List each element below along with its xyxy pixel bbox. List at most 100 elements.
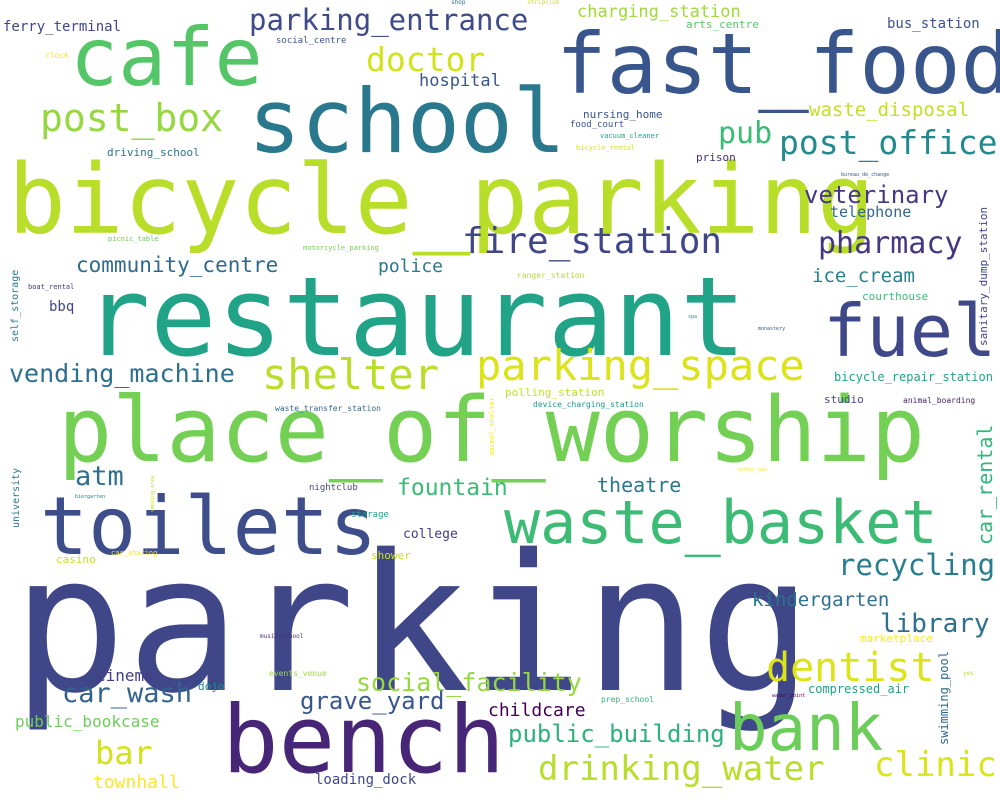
word-sanitary-dump-station: sanitary_dump_station: [977, 206, 990, 346]
word-telephone: telephone: [830, 203, 912, 221]
word-ferry-terminal: ferry_terminal: [3, 19, 122, 35]
word-car-sharing: car_sharing: [111, 549, 158, 557]
word-restaurant: restaurant: [84, 253, 747, 381]
word-shop: shop: [451, 0, 466, 6]
word-bureau-de-change: bureau_de_change: [841, 172, 890, 178]
word-school: school: [248, 70, 566, 173]
word-drinking-water: drinking_water: [538, 749, 825, 789]
word-clinic: clinic: [874, 745, 997, 785]
word-fast-food: fast_food: [556, 15, 1000, 113]
word-picnic-table: picnic_table: [108, 235, 159, 243]
word-vacuum-cleaner: vacuum_cleaner: [600, 132, 660, 140]
word-library: library: [880, 609, 990, 639]
word-townhall: townhall: [93, 772, 180, 793]
word-car-wash: car_wash: [62, 678, 193, 709]
word-pub: pub: [718, 116, 773, 151]
word-arts-centre: arts_centre: [686, 18, 759, 31]
word-driving-school: driving_school: [107, 146, 200, 159]
word-toilets: toilets: [40, 480, 378, 573]
word-events-venue: events_venue: [269, 669, 327, 678]
word-smoking-area: smoking_area: [150, 475, 156, 512]
word-polling-station: polling_station: [505, 386, 605, 399]
word-dentist: dentist: [766, 645, 935, 691]
word-police: police: [378, 256, 444, 277]
word-bank: bank: [729, 692, 884, 766]
word-prep-school: prep_school: [601, 695, 654, 704]
word-self-storage: self_storage: [10, 269, 21, 342]
word-fire-station: fire_station: [462, 221, 723, 262]
word-pharmacy: pharmacy: [818, 226, 963, 261]
word-nursing-home: nursing_home: [583, 108, 663, 121]
word-monastery: monastery: [758, 326, 786, 332]
word-college: college: [403, 527, 458, 542]
word-yes: yes: [963, 670, 974, 677]
word-shelter: shelter: [262, 350, 440, 399]
word-kindergarten: kindergarten: [752, 589, 890, 611]
word-casino: casino: [56, 553, 96, 566]
word-public-building: public_building: [508, 720, 725, 748]
word-vending-machine: vending_machine: [9, 359, 235, 388]
word-nightclub: nightclub: [309, 483, 358, 493]
word-bicycle-rental: bicycle_rental: [576, 144, 636, 152]
word-waste-transfer-station: waste_transfer_station: [275, 404, 381, 413]
word-boat-rental: boat_rental: [28, 283, 75, 291]
word-biergarten: biergarten: [75, 494, 106, 500]
word-social-centre: social_centre: [276, 36, 347, 46]
word-cafe: cafe: [70, 11, 263, 104]
word-university: university: [11, 467, 22, 528]
word-stripclub: stripclub: [527, 0, 560, 6]
word-water-point: water_point: [772, 693, 806, 699]
word-doctor: doctor: [366, 40, 486, 79]
word-car-rental: car_rental: [973, 424, 997, 545]
word-bus-station: bus_station: [887, 16, 980, 32]
word-post-office: post_office: [779, 123, 998, 162]
word-place-of-worship: place_of_worship: [58, 378, 925, 483]
word-parking: parking: [12, 514, 813, 735]
word-bench: bench: [222, 686, 505, 795]
word-atm: atm: [75, 461, 124, 492]
word-marketplace: marketplace: [860, 632, 933, 645]
word-spa: spa: [688, 314, 698, 320]
word-storage: storage: [351, 510, 389, 520]
word-bicycle-repair-station: bicycle_repair_station: [834, 370, 993, 384]
word-theatre: theatre: [597, 473, 682, 497]
word-ice-cream: ice_cream: [812, 265, 915, 287]
word-post-box: post_box: [40, 96, 224, 140]
word-compressed-air: compressed_air: [808, 682, 910, 696]
word-veterinary: veterinary: [804, 181, 949, 209]
word-motorcycle-parking: motorcycle_parking: [303, 244, 379, 252]
word-animal-boarding: animal_boarding: [903, 396, 976, 405]
word-ranger-station: ranger_station: [517, 271, 585, 280]
word-studio: studio: [824, 393, 864, 406]
word-waste-basket: waste_basket: [504, 488, 938, 558]
word-music-school: music_school: [260, 633, 304, 640]
word-parking-entrance: parking_entrance: [249, 3, 529, 37]
word-waste-disposal: waste_disposal: [809, 99, 970, 121]
word-community-centre: community_centre: [76, 253, 279, 277]
word-loading-dock: loading_dock: [315, 772, 417, 788]
word-bicycle-parking: bicycle_parking: [8, 144, 875, 256]
word-recycling: recycling: [838, 548, 996, 582]
word-device-charging-station: device_charging_station: [533, 400, 644, 409]
word-hospital: hospital: [419, 71, 501, 91]
word-courthouse: courthouse: [862, 290, 929, 303]
word-food-court: food_court: [570, 120, 625, 130]
word-social-facility: social_facility: [356, 668, 582, 697]
word-fuel: fuel: [823, 289, 997, 373]
word-swimming-pool: swimming_pool: [937, 651, 951, 745]
word-fountain: fountain: [397, 475, 508, 501]
word-animal-shelter: animal_shelter: [488, 396, 496, 456]
word-public-bookcase: public_bookcase: [15, 712, 160, 731]
word-bar: bar: [95, 734, 153, 772]
word-childcare: childcare: [488, 700, 586, 721]
word-clock: clock: [45, 51, 70, 60]
word-dojo: dojo: [198, 680, 225, 693]
word-parking-space: parking_space: [476, 341, 805, 390]
word-charging-station: charging_station: [577, 2, 741, 22]
word-prison: prison: [696, 151, 736, 164]
word-bbq: bbq: [49, 299, 75, 315]
word-letter-box: letter_box: [737, 467, 768, 473]
word-shower: shower: [371, 549, 411, 562]
word-cinema: cinema: [96, 666, 154, 685]
